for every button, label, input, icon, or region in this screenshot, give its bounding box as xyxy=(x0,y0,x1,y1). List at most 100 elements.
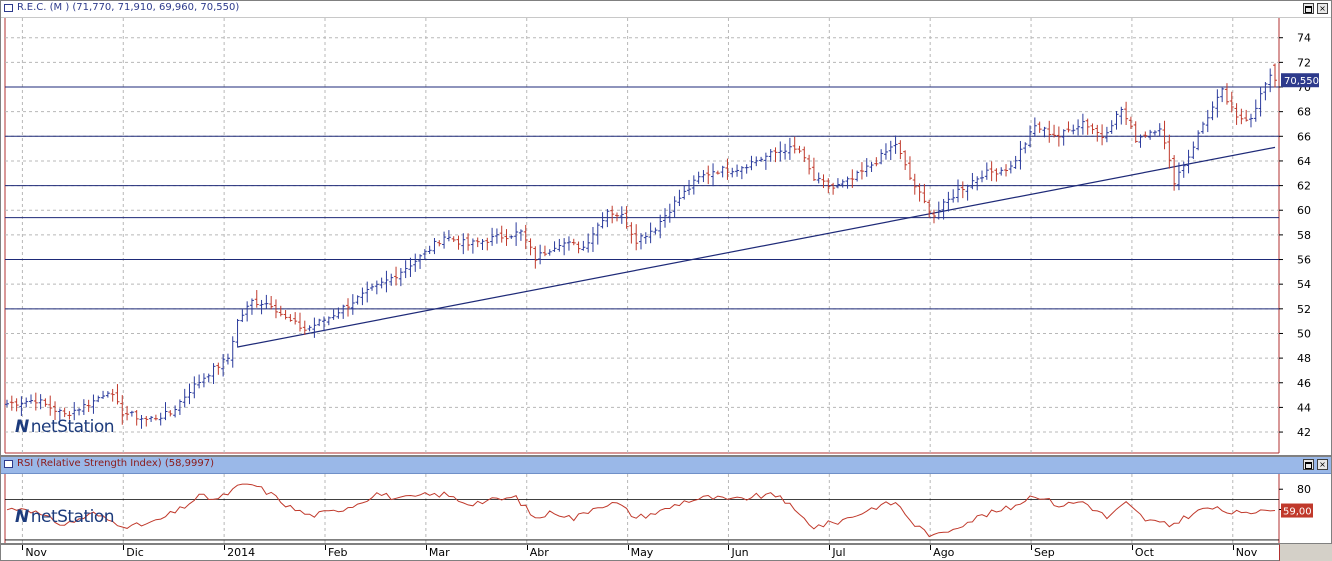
ohlc-bar xyxy=(192,376,197,399)
ohlc-bar xyxy=(1138,134,1143,148)
ohlc-bar xyxy=(1248,113,1253,128)
ohlc-bar xyxy=(1104,126,1109,143)
ohlc-bar xyxy=(936,201,941,220)
rsi-panel-titlebar[interactable]: RSI (Relative Strength Index) (58,9997) xyxy=(1,457,1331,474)
price-panel-titlebar[interactable]: R.E.C. (M ) (71,770, 71,910, 69,960, 70,… xyxy=(1,1,1331,18)
x-tick-mark xyxy=(1232,545,1234,550)
ohlc-bar xyxy=(77,408,82,416)
ohlc-bar xyxy=(888,140,893,161)
rsi-chart-panel[interactable]: RSI (Relative Strength Index) (58,9997) … xyxy=(0,456,1332,544)
ohlc-bar xyxy=(538,244,543,265)
ohlc-bar xyxy=(552,241,557,252)
ohlc-bar xyxy=(787,137,792,160)
rsi-tick-label: 80 xyxy=(1297,483,1311,496)
price-tick-label: 62 xyxy=(1297,180,1311,193)
ohlc-bar xyxy=(249,298,254,315)
ohlc-bar xyxy=(883,143,888,160)
ohlc-bar xyxy=(187,383,192,405)
netstation-logo-text: netStation xyxy=(30,507,115,527)
ohlc-bar xyxy=(922,183,927,204)
ohlc-bar xyxy=(307,325,312,332)
ohlc-bar xyxy=(72,402,77,421)
ohlc-bar xyxy=(965,184,970,201)
ohlc-bar xyxy=(278,305,283,317)
ohlc-bar xyxy=(504,229,509,246)
ohlc-bar xyxy=(835,178,840,189)
ohlc-bar xyxy=(5,399,9,407)
ohlc-bar xyxy=(101,390,106,399)
ohlc-bar xyxy=(1114,111,1119,130)
price-tick-label: 46 xyxy=(1297,377,1311,390)
ohlc-bar xyxy=(43,398,48,407)
ohlc-bar xyxy=(840,179,845,188)
ohlc-bar xyxy=(980,170,985,183)
ohlc-bar xyxy=(1133,121,1138,143)
window-icon xyxy=(4,4,13,12)
ohlc-bar xyxy=(1095,124,1100,142)
ohlc-bar xyxy=(1167,134,1172,169)
ohlc-bar xyxy=(254,290,259,308)
ohlc-bar xyxy=(845,176,850,189)
netstation-logo-icon: N xyxy=(15,507,29,527)
ohlc-bar xyxy=(456,235,461,250)
ohlc-bar xyxy=(105,391,110,398)
ohlc-bar xyxy=(859,162,864,180)
x-tick-label: May xyxy=(630,546,654,559)
ohlc-bar xyxy=(288,314,293,322)
ohlc-bar xyxy=(144,415,149,427)
ohlc-bar xyxy=(614,212,619,222)
ohlc-bar xyxy=(984,162,989,180)
maximize-icon[interactable] xyxy=(1303,3,1314,14)
ohlc-bar xyxy=(576,241,581,254)
price-chart-panel[interactable]: R.E.C. (M ) (71,770, 71,910, 69,960, 70,… xyxy=(0,0,1332,456)
ohlc-bar xyxy=(566,236,571,251)
ohlc-bar xyxy=(1128,116,1133,129)
ohlc-bar xyxy=(547,249,552,256)
ohlc-bar xyxy=(1253,99,1258,122)
ohlc-bar xyxy=(581,240,586,251)
x-tick-mark xyxy=(526,545,528,550)
ohlc-bar xyxy=(826,178,831,194)
ohlc-bar xyxy=(1157,123,1162,137)
ohlc-bar xyxy=(1047,120,1052,143)
close-icon[interactable] xyxy=(1317,459,1328,470)
ohlc-bar xyxy=(499,225,504,243)
ohlc-bar xyxy=(398,268,403,287)
ohlc-bar xyxy=(91,394,96,414)
price-tick-label: 60 xyxy=(1297,204,1311,217)
ohlc-bar xyxy=(763,152,768,170)
x-tick-mark xyxy=(829,545,831,550)
ohlc-bar xyxy=(153,414,158,421)
ohlc-bar xyxy=(1162,120,1167,150)
x-tick-label: Sep xyxy=(1034,546,1055,559)
ohlc-bar xyxy=(1023,142,1028,154)
ohlc-bar xyxy=(691,175,696,195)
ohlc-bar xyxy=(317,318,322,327)
ohlc-bar xyxy=(177,399,182,415)
price-tick-label: 72 xyxy=(1297,56,1311,69)
ohlc-bar xyxy=(490,227,495,246)
ohlc-bar xyxy=(677,189,682,207)
ohlc-bar xyxy=(297,312,302,332)
ohlc-bar xyxy=(663,208,668,228)
ohlc-bar xyxy=(874,157,879,167)
rsi-chart-svg[interactable]: 608059,00 xyxy=(1,457,1332,544)
ohlc-bar xyxy=(302,320,307,335)
ohlc-bar xyxy=(1032,117,1037,137)
ohlc-bar xyxy=(1273,63,1277,88)
close-icon[interactable] xyxy=(1317,3,1328,14)
maximize-icon[interactable] xyxy=(1303,459,1314,470)
ohlc-bar xyxy=(778,141,783,162)
ohlc-bar xyxy=(1148,129,1153,140)
ohlc-bar xyxy=(466,233,471,251)
ohlc-bar xyxy=(245,301,250,322)
ohlc-bar xyxy=(864,158,869,177)
ohlc-bar xyxy=(33,392,38,411)
ohlc-bar xyxy=(759,156,764,162)
ohlc-bar xyxy=(230,336,235,368)
x-tick-mark xyxy=(224,545,226,550)
x-tick-mark xyxy=(627,545,629,550)
ohlc-bar xyxy=(715,170,720,175)
x-tick-label: Nov xyxy=(25,546,47,559)
